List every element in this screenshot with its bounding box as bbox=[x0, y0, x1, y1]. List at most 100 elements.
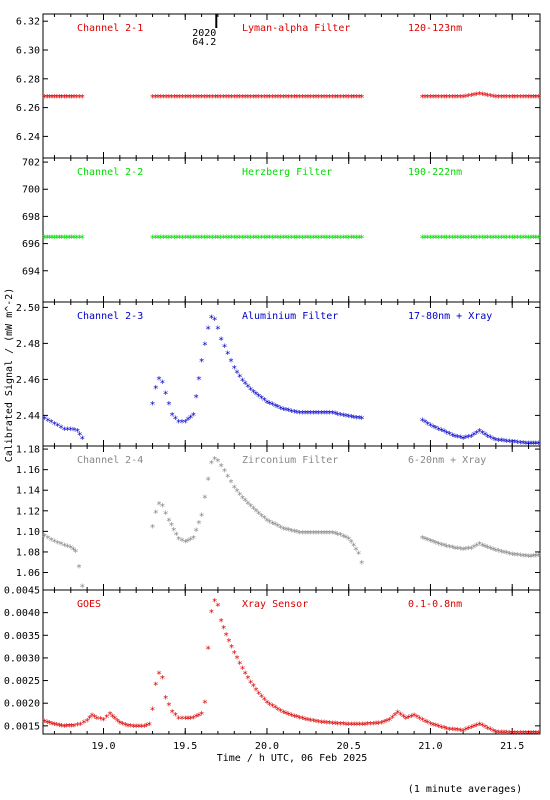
data-point: * bbox=[313, 93, 319, 104]
data-point: * bbox=[324, 719, 330, 730]
data-point: * bbox=[196, 234, 202, 245]
data-point: * bbox=[474, 722, 480, 733]
data-point: * bbox=[226, 234, 232, 245]
data-point: * bbox=[280, 234, 286, 245]
data-point: * bbox=[308, 93, 314, 104]
data-point: * bbox=[231, 234, 237, 245]
data-point: * bbox=[283, 710, 289, 721]
data-point: * bbox=[70, 545, 76, 556]
data-point: * bbox=[327, 409, 333, 420]
data-point: * bbox=[253, 686, 259, 697]
data-point: * bbox=[346, 413, 352, 424]
data-point: * bbox=[463, 726, 469, 737]
data-point: * bbox=[156, 669, 162, 680]
data-point: * bbox=[343, 93, 349, 104]
data-point: * bbox=[422, 418, 428, 429]
y-tick-label: 0.0035 bbox=[4, 631, 40, 642]
data-point: * bbox=[329, 720, 335, 731]
data-point: * bbox=[196, 711, 202, 722]
data-point: * bbox=[509, 93, 515, 104]
data-point: * bbox=[259, 693, 265, 704]
data-point: * bbox=[68, 543, 74, 554]
data-point: * bbox=[487, 434, 493, 445]
data-point: * bbox=[335, 720, 341, 731]
y-tick-label: 696 bbox=[22, 239, 40, 250]
data-point: * bbox=[166, 93, 172, 104]
y-tick-label: 2.44 bbox=[16, 411, 40, 422]
data-point: * bbox=[54, 93, 60, 104]
data-point: * bbox=[460, 234, 466, 245]
data-point: * bbox=[220, 93, 226, 104]
data-point: * bbox=[351, 413, 357, 424]
y-tick-label: 6.24 bbox=[16, 132, 40, 143]
data-point: * bbox=[457, 434, 463, 445]
data-point: * bbox=[245, 499, 251, 510]
data-point: * bbox=[447, 234, 453, 245]
data-point: * bbox=[381, 718, 387, 729]
data-point: * bbox=[313, 529, 319, 540]
data-point: * bbox=[256, 234, 262, 245]
data-point: * bbox=[248, 386, 254, 397]
data-point: * bbox=[392, 711, 398, 722]
data-point: * bbox=[343, 534, 349, 545]
data-point: * bbox=[520, 552, 526, 563]
data-point: * bbox=[237, 659, 243, 670]
data-point: * bbox=[163, 694, 169, 705]
data-point: * bbox=[169, 234, 175, 245]
data-point: * bbox=[517, 552, 523, 563]
data-point: * bbox=[498, 728, 504, 739]
data-point: * bbox=[310, 409, 316, 420]
data-point: * bbox=[485, 234, 491, 245]
data-point: * bbox=[316, 529, 322, 540]
data-point: * bbox=[533, 552, 539, 563]
data-point: * bbox=[425, 719, 431, 730]
data-point: * bbox=[294, 234, 300, 245]
data-point: * bbox=[520, 729, 526, 740]
data-point: * bbox=[272, 93, 278, 104]
data-point: * bbox=[530, 93, 536, 104]
y-tick-label: 0.0040 bbox=[4, 608, 40, 619]
data-point: * bbox=[335, 93, 341, 104]
y-tick-label: 0.0045 bbox=[4, 586, 40, 597]
data-point: * bbox=[318, 529, 324, 540]
data-point: * bbox=[64, 234, 70, 245]
data-point: * bbox=[297, 234, 303, 245]
data-point: * bbox=[242, 93, 248, 104]
data-point: * bbox=[321, 529, 327, 540]
data-point: * bbox=[422, 717, 428, 728]
data-point: * bbox=[223, 93, 229, 104]
data-point: * bbox=[351, 541, 357, 552]
data-point: * bbox=[182, 93, 188, 104]
data-point: * bbox=[321, 409, 327, 420]
data-point: * bbox=[474, 91, 480, 102]
data-point: * bbox=[517, 729, 523, 740]
panel-label: Zirconium Filter bbox=[242, 455, 338, 466]
data-point: * bbox=[359, 415, 365, 426]
data-point: * bbox=[419, 93, 425, 104]
y-tick-label: 1.12 bbox=[16, 506, 40, 517]
data-point: * bbox=[346, 535, 352, 546]
data-point: * bbox=[441, 428, 447, 439]
data-point: * bbox=[212, 93, 218, 104]
data-point: * bbox=[430, 423, 436, 434]
data-point: * bbox=[264, 699, 270, 710]
data-point: * bbox=[259, 512, 265, 523]
data-point: * bbox=[61, 722, 67, 733]
data-point: * bbox=[73, 547, 79, 558]
data-point: * bbox=[133, 723, 139, 734]
data-point: * bbox=[318, 718, 324, 729]
data-point: * bbox=[225, 472, 231, 483]
data-point: * bbox=[452, 234, 458, 245]
data-point: * bbox=[150, 234, 156, 245]
data-point: * bbox=[76, 93, 82, 104]
data-point: * bbox=[506, 438, 512, 449]
data-point: * bbox=[471, 91, 477, 102]
y-tick-label: 698 bbox=[22, 212, 40, 223]
data-point: * bbox=[120, 720, 126, 731]
data-point: * bbox=[299, 715, 305, 726]
data-point: * bbox=[125, 722, 131, 733]
data-point: * bbox=[466, 92, 472, 103]
data-point: * bbox=[190, 234, 196, 245]
data-point: * bbox=[359, 93, 365, 104]
